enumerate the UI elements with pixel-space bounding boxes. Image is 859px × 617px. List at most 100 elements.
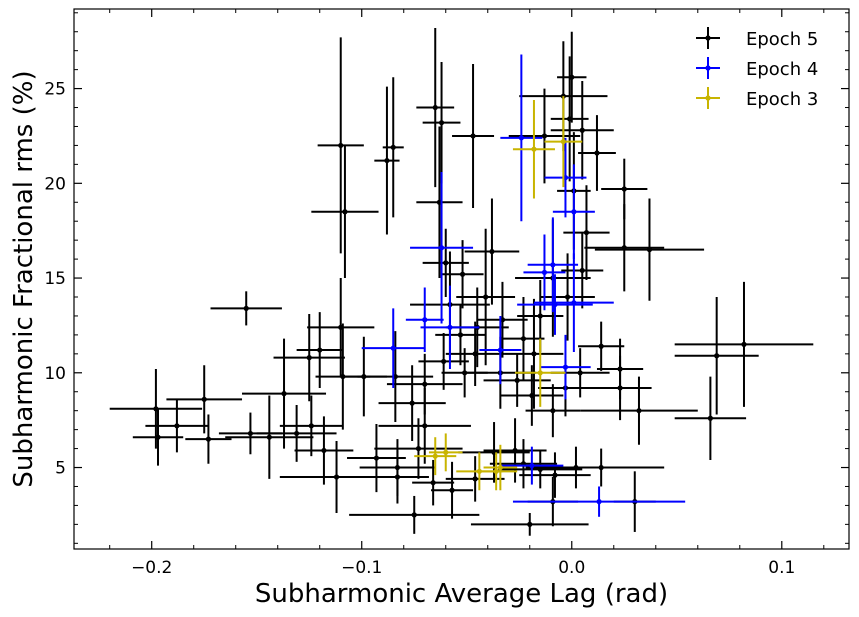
point-marker	[537, 313, 543, 319]
data-point	[317, 37, 364, 254]
point-marker	[449, 487, 455, 493]
data-point	[185, 414, 232, 464]
data-point	[561, 232, 604, 309]
point-marker	[527, 521, 533, 527]
data-point	[431, 461, 474, 519]
data-point	[523, 234, 566, 311]
data-point	[405, 287, 444, 352]
data-point	[563, 185, 610, 280]
data-point	[420, 285, 480, 369]
data-point	[533, 253, 614, 352]
data-point	[414, 437, 457, 476]
point-marker	[560, 139, 566, 145]
point-marker	[415, 445, 422, 452]
point-marker	[617, 385, 623, 391]
point-marker	[489, 248, 495, 255]
data-point	[594, 198, 705, 301]
data-point	[452, 63, 495, 208]
point-marker	[205, 436, 212, 442]
series-epoch-4	[361, 54, 686, 517]
data-point	[674, 281, 814, 407]
point-marker	[411, 512, 417, 518]
point-marker	[390, 144, 396, 150]
data-point	[550, 81, 614, 180]
data-point	[422, 62, 461, 184]
axis-ticks: −0.2 −0.1 0.0 0.1 5 10 15 20 25	[44, 9, 849, 578]
point-marker	[594, 150, 600, 156]
data-point	[145, 399, 209, 453]
data-point	[502, 297, 545, 381]
data-point	[483, 444, 518, 491]
x-tick-label: −0.2	[131, 558, 172, 578]
data-point	[512, 99, 555, 199]
point-marker	[512, 447, 518, 454]
point-marker	[422, 381, 428, 387]
data-point	[527, 217, 579, 313]
point-marker	[636, 408, 642, 414]
data-point	[382, 77, 404, 218]
data-point	[378, 365, 446, 441]
point-marker	[321, 447, 327, 454]
point-marker	[564, 294, 571, 300]
data-point	[456, 228, 516, 366]
point-marker	[470, 133, 476, 139]
data-point	[412, 459, 455, 506]
point-marker	[201, 396, 207, 402]
data-point	[458, 422, 530, 483]
point-marker	[571, 209, 577, 215]
point-marker	[438, 245, 445, 251]
point-marker	[714, 353, 720, 359]
data-point	[416, 27, 455, 188]
data-point	[132, 408, 184, 466]
point-marker	[552, 472, 558, 478]
point-marker	[518, 135, 524, 141]
data-point	[500, 365, 564, 426]
point-marker	[390, 345, 396, 351]
data-point	[538, 448, 665, 487]
point-marker	[707, 415, 713, 421]
data-point	[504, 298, 564, 409]
point-marker	[567, 116, 573, 122]
point-marker	[514, 377, 520, 383]
data-point	[578, 115, 616, 191]
data-point	[475, 452, 518, 491]
data-point	[445, 321, 505, 387]
data-point	[674, 297, 759, 415]
point-marker	[577, 370, 583, 376]
data-point	[422, 228, 469, 297]
point-marker	[422, 423, 428, 429]
point-marker	[447, 324, 453, 330]
point-marker	[621, 186, 627, 192]
point-marker	[317, 347, 323, 353]
data-layer	[109, 27, 814, 536]
point-marker	[596, 499, 602, 505]
data-point	[349, 495, 480, 534]
point-marker	[741, 341, 747, 347]
point-marker	[155, 434, 161, 440]
point-marker	[583, 229, 590, 236]
point-marker	[422, 317, 428, 323]
point-marker	[266, 434, 272, 440]
data-point	[210, 291, 282, 326]
data-point	[515, 338, 566, 407]
data-point	[361, 308, 425, 388]
y-tick-label: 25	[44, 80, 66, 100]
y-tick-label: 15	[44, 269, 66, 289]
legend-entry: Epoch 4	[696, 57, 818, 80]
data-point	[378, 387, 471, 464]
data-point	[578, 321, 625, 371]
data-point	[498, 450, 583, 489]
data-point	[296, 312, 343, 388]
data-point	[580, 376, 698, 445]
x-tick-label: 0.0	[558, 558, 585, 578]
data-point	[552, 164, 595, 260]
legend-entry: Epoch 5	[696, 27, 818, 50]
point-marker	[384, 157, 390, 164]
legend-label: Epoch 4	[746, 59, 818, 80]
point-marker	[579, 267, 585, 274]
point-marker	[438, 120, 445, 126]
data-point	[540, 334, 591, 400]
point-marker	[342, 209, 348, 215]
point-marker	[483, 294, 489, 300]
